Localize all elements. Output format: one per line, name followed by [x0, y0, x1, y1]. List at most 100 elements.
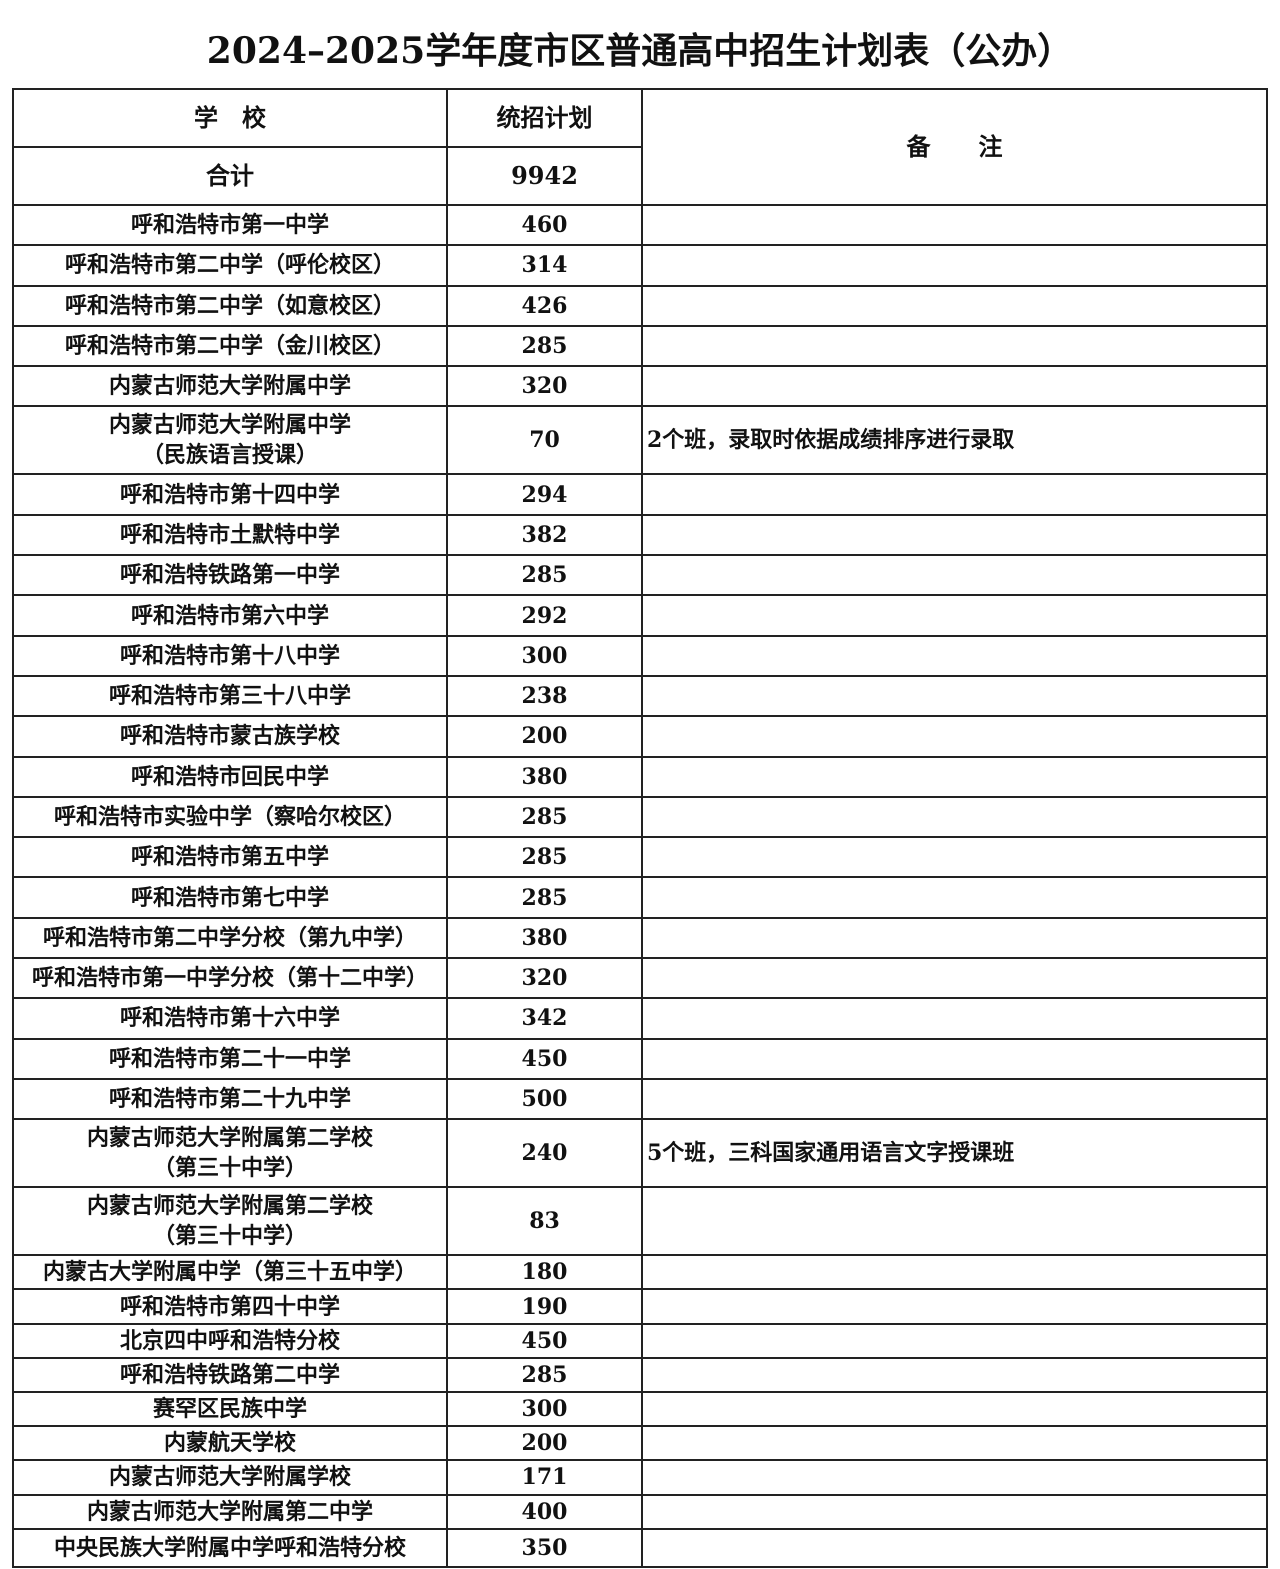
school-name: 呼和浩特市第七中学: [12, 876, 448, 919]
remarks: [641, 795, 1268, 839]
school-name: 呼和浩特市第二十一中学: [12, 1037, 448, 1080]
school-name: 内蒙古师范大学附属第二学校 （第三十中学）: [12, 1186, 448, 1257]
school-name-line: 内蒙古师范大学附属中学: [108, 412, 351, 439]
school-name-line: 赛罕区民族中学: [152, 1396, 307, 1423]
school-name: 赛罕区民族中学: [12, 1390, 448, 1428]
table-row: 内蒙古大学附属中学（第三十五中学） 180: [12, 1254, 1268, 1291]
school-name-line: 内蒙古大学附属中学（第三十五中学）: [42, 1259, 417, 1286]
school-name-line: 中央民族大学附属中学呼和浩特分校: [53, 1534, 406, 1561]
remarks: [641, 1356, 1268, 1393]
school-name-line: 呼和浩特市第二中学分校（第九中学）: [42, 924, 417, 951]
remarks: [641, 997, 1268, 1040]
table-row: 呼和浩特市蒙古族学校 200: [12, 715, 1268, 758]
school-name-line: （民族语言授课）: [141, 442, 318, 469]
school-name: 呼和浩特铁路第一中学: [12, 554, 448, 597]
table-row: 呼和浩特市第十四中学 294: [12, 473, 1268, 516]
remarks: [641, 1077, 1268, 1121]
school-name-line: 呼和浩特市第五中学: [130, 844, 329, 871]
plan-count: 285: [446, 324, 643, 368]
school-name-line: 内蒙古师范大学附属第二学校: [86, 1125, 373, 1152]
header-remarks: 备 注: [641, 88, 1268, 206]
remarks: [641, 284, 1268, 327]
school-name-line: 内蒙古师范大学附属中学: [108, 373, 351, 400]
plan-count: 426: [446, 284, 643, 327]
plan-count: 171: [446, 1459, 643, 1496]
table-row: 呼和浩特市第三十八中学 238: [12, 674, 1268, 718]
remarks: [641, 324, 1268, 368]
table-row: 呼和浩特市第二中学（呼伦校区） 314: [12, 244, 1268, 287]
school-name-line: 呼和浩特铁路第一中学: [119, 562, 340, 589]
school-name: 中央民族大学附属中学呼和浩特分校: [12, 1527, 448, 1568]
school-name-line: 呼和浩特市土默特中学: [119, 521, 340, 548]
remarks: 5个班，三科国家通用语言文字授课班: [641, 1118, 1268, 1189]
school-name-line: 呼和浩特市第二中学（呼伦校区）: [64, 252, 395, 279]
school-name-line: 内蒙古师范大学附属第二学校: [86, 1193, 373, 1220]
remarks: [641, 554, 1268, 597]
table-row: 呼和浩特市第一中学 460: [12, 203, 1268, 247]
plan-count: 292: [446, 594, 643, 637]
table-row: 呼和浩特市实验中学（察哈尔校区） 285: [12, 795, 1268, 839]
school-name: 内蒙古师范大学附属第二中学: [12, 1493, 448, 1530]
remarks: [641, 594, 1268, 637]
remarks: [641, 1425, 1268, 1462]
plan-count: 294: [446, 473, 643, 516]
remarks: [641, 203, 1268, 247]
plan-count: 320: [446, 365, 643, 408]
plan-count: 285: [446, 554, 643, 597]
plan-count: 314: [446, 244, 643, 287]
remarks: [641, 1037, 1268, 1080]
total-label: 合计: [12, 146, 448, 206]
school-name: 呼和浩特市第二十九中学: [12, 1077, 448, 1121]
school-name-line: 内蒙古师范大学附属第二中学: [86, 1498, 373, 1525]
school-name-line: 呼和浩特市第二十一中学: [108, 1045, 351, 1072]
school-name: 呼和浩特市土默特中学: [12, 513, 448, 557]
table-row: 呼和浩特市第二中学（金川校区） 285: [12, 324, 1268, 368]
plan-count: 238: [446, 674, 643, 718]
school-name: 呼和浩特市第一中学分校（第十二中学）: [12, 957, 448, 1000]
plan-count: 285: [446, 876, 643, 919]
header-plan: 统招计划: [446, 88, 643, 148]
plan-count: 382: [446, 513, 643, 557]
school-name-line: 呼和浩特市第二十九中学: [108, 1086, 351, 1113]
school-name-line: 呼和浩特市实验中学（察哈尔校区）: [53, 804, 406, 830]
plan-count: 380: [446, 916, 643, 960]
remarks: [641, 513, 1268, 557]
table-row: 呼和浩特市第一中学分校（第十二中学） 320: [12, 957, 1268, 1000]
plan-count: 500: [446, 1077, 643, 1121]
school-name: 呼和浩特市第十四中学: [12, 473, 448, 516]
table-row: 呼和浩特市第二十九中学 500: [12, 1077, 1268, 1121]
school-name-line: 内蒙古师范大学附属学校: [108, 1464, 351, 1491]
school-name-line: 呼和浩特市蒙古族学校: [119, 723, 340, 750]
table-row: 内蒙古师范大学附属学校 171: [12, 1459, 1268, 1496]
plan-count: 83: [446, 1186, 643, 1257]
plan-count: 350: [446, 1527, 643, 1568]
school-name: 呼和浩特市回民中学: [12, 755, 448, 798]
table-row: 内蒙古师范大学附属中学 320: [12, 365, 1268, 408]
table-row: 呼和浩特市回民中学 380: [12, 755, 1268, 798]
remarks: [641, 715, 1268, 758]
plan-count: 300: [446, 634, 643, 677]
table-row: 内蒙航天学校 200: [12, 1425, 1268, 1462]
page-title: 2024–2025学年度市区普通高中招生计划表（公办）: [206, 30, 1074, 72]
table-row: 呼和浩特市第十八中学 300: [12, 634, 1268, 677]
plan-count: 180: [446, 1254, 643, 1291]
school-name-line: 呼和浩特市回民中学: [130, 763, 329, 790]
school-name: 内蒙古师范大学附属中学: [12, 365, 448, 408]
remarks: [641, 1493, 1268, 1530]
school-name-line: 北京四中呼和浩特分校: [119, 1327, 340, 1354]
remarks: [641, 634, 1268, 677]
school-name-line: 呼和浩特市第二中学（如意校区）: [64, 292, 395, 319]
remarks: [641, 1390, 1268, 1428]
school-name: 呼和浩特市第十八中学: [12, 634, 448, 677]
header-school: 学 校: [12, 88, 448, 148]
school-name: 呼和浩特市第六中学: [12, 594, 448, 637]
table-row: 内蒙古师范大学附属第二学校 （第三十中学） 240 5个班，三科国家通用语言文字授课班: [12, 1118, 1268, 1189]
table-row: 北京四中呼和浩特分校 450: [12, 1322, 1268, 1359]
school-name-line: （第三十中学）: [152, 1155, 307, 1182]
school-name-line: 呼和浩特市第三十八中学: [108, 683, 351, 710]
table-row: 呼和浩特市第四十中学 190: [12, 1288, 1268, 1325]
plan-count: 460: [446, 203, 643, 247]
table-row: 赛罕区民族中学 300: [12, 1390, 1268, 1428]
plan-count: 200: [446, 1425, 643, 1462]
table-row: 呼和浩特市土默特中学 382: [12, 513, 1268, 557]
